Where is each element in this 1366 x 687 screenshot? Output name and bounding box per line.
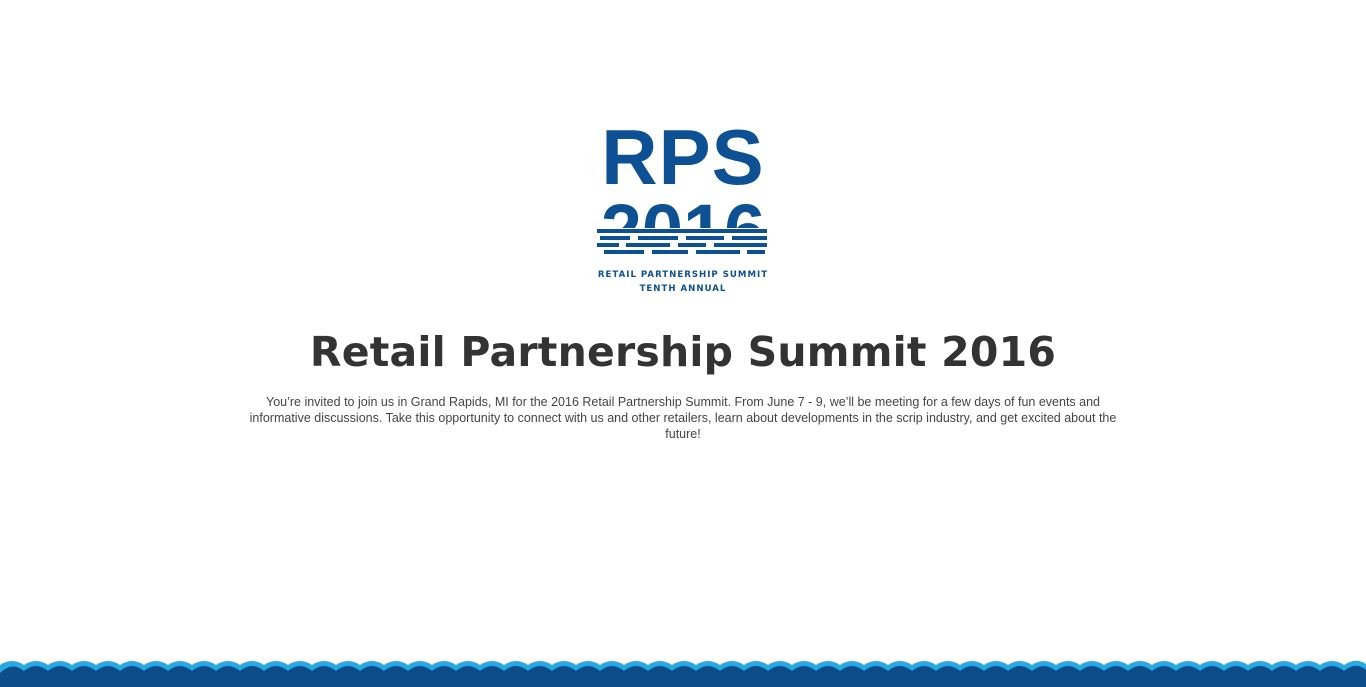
page-title: Retail Partnership Summit 2016 xyxy=(309,328,1057,376)
intro-paragraph: You’re invited to join us in Grand Rapid… xyxy=(249,395,1117,441)
logo-tagline-2: TENTH ANNUAL xyxy=(640,284,727,294)
logo-tagline-1: RETAIL PARTNERSHIP SUMMIT xyxy=(598,270,768,280)
logo-water-stripes xyxy=(597,229,767,254)
wave-dark-layer xyxy=(0,665,1366,687)
footer-waves xyxy=(0,655,1366,687)
logo-year-text: 2016 xyxy=(601,189,766,272)
rps-2016-logo: RPS 2016 RETAIL PARTNERSHIP SUMMIT TENTH… xyxy=(592,118,774,298)
logo-rps-text: RPS xyxy=(601,118,764,201)
